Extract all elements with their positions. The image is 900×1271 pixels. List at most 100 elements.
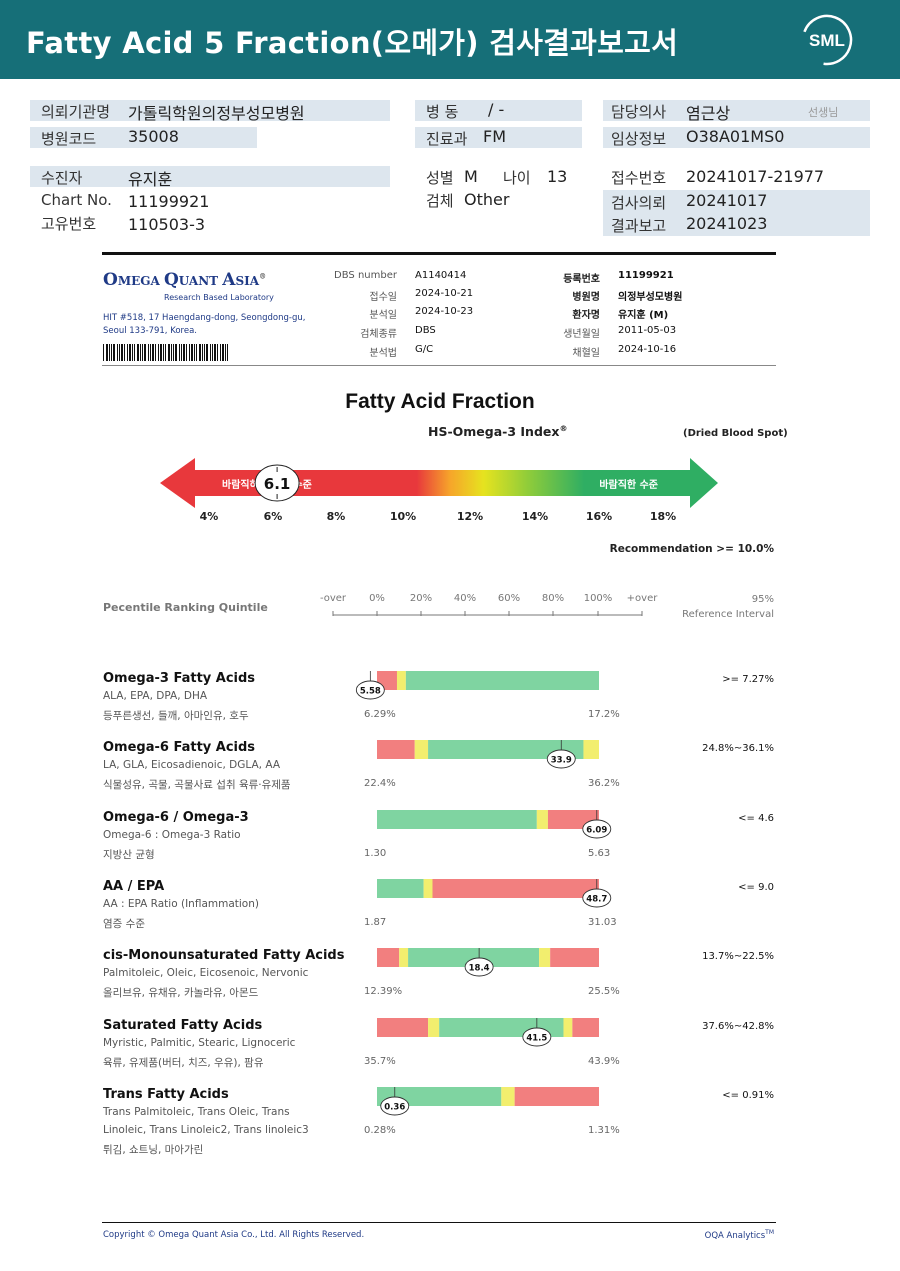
oqa-left-value: 2024-10-21 [415, 288, 474, 299]
clinical-box [603, 127, 870, 148]
sex-label: 성별 [426, 169, 454, 187]
row-high-label: 25.5% [588, 986, 620, 997]
bar-segment [377, 1018, 429, 1037]
row-reference: 24.8%~36.1% [702, 743, 774, 754]
omega3-index-gauge: 바람직하지 않은 수준 바람직한 수준 6.1 [160, 458, 718, 508]
value-marker-label: 18.4 [469, 964, 490, 974]
bar-segment [572, 1018, 599, 1037]
row-reference: <= 0.91% [722, 1090, 774, 1101]
oqa-left-value: DBS [415, 325, 436, 336]
scale-tick-label: 100% [583, 593, 613, 604]
bar-segment [428, 740, 584, 759]
doctor-box [603, 100, 870, 121]
doctor-value: 염근상 [686, 104, 731, 123]
row-subtitle: Myristic, Palmitic, Stearic, Lignoceric [103, 1037, 296, 1049]
inst-value: 가톨릭학원의정부성모병원 [128, 104, 305, 123]
gauge-tick-label: 8% [326, 510, 346, 523]
oqa-left-value: A1140414 [415, 270, 467, 281]
row-low-label: 12.39% [364, 986, 403, 997]
report-label: 결과보고 [611, 217, 667, 235]
oqa-bottom-rule [102, 365, 776, 366]
row-title: AA / EPA [103, 879, 165, 894]
footer-rule [102, 1222, 776, 1223]
bar-segment [423, 879, 433, 898]
bar-segment [377, 879, 424, 898]
scale-tick-label: 80% [541, 593, 565, 604]
index-sample: (Dried Blood Spot) [683, 428, 788, 439]
specimen-value: Other [464, 190, 510, 209]
row-low-label: 35.7% [364, 1056, 396, 1067]
ref-title-2: Reference Interval [682, 609, 774, 620]
patient-box [30, 166, 390, 187]
row-reference: 13.7%~22.5% [702, 951, 774, 962]
bar-segment [432, 879, 599, 898]
bar-segment [377, 810, 537, 829]
bar-segment [377, 740, 415, 759]
uid-label: 고유번호 [41, 215, 97, 233]
row-foods: Linoleic, Trans Linoleic2, Trans linolei… [103, 1124, 309, 1136]
scale-tick-label: 40% [453, 593, 477, 604]
oqa-left-label: 분석일 [369, 310, 397, 321]
row-title: Omega-3 Fatty Acids [103, 671, 256, 686]
row-reference: >= 7.27% [722, 674, 774, 685]
oqa-right-label: 환자명 [572, 310, 600, 321]
receipt-value: 20241017-21977 [686, 167, 825, 186]
gauge-arrow [160, 458, 718, 508]
row-low-label: 22.4% [364, 778, 396, 789]
footer-brand: OQA AnalyticsTM [704, 1229, 774, 1241]
bar-segment [399, 948, 409, 967]
row-title: cis-Monounsaturated Fatty Acids [103, 948, 345, 963]
value-marker: 33.9 [546, 740, 576, 769]
code-label: 병원코드 [41, 130, 97, 148]
uid-value: 110503-3 [128, 215, 206, 234]
oqa-left-label: 분석법 [369, 348, 397, 359]
specimen-label: 검체 [426, 192, 454, 210]
row-low-label: 1.30 [364, 848, 387, 859]
gauge-tick-label: 18% [649, 510, 677, 523]
oqa-right-value: 유지훈 (M) [618, 310, 669, 321]
row-high-label: 5.63 [588, 848, 611, 859]
oqa-left-value: 2024-10-23 [415, 306, 474, 317]
gauge-tick-label: 16% [585, 510, 613, 523]
scale-tick-label: 0% [369, 593, 385, 604]
oqa-right-value: 2011-05-03 [618, 325, 677, 336]
doctor-label: 담당의사 [611, 103, 667, 121]
row-foods: 식물성유, 곡물, 곡물사료 섭취 육류·유제품 [103, 779, 291, 791]
report-title: Fatty Acid 5 Fraction(오메가) 검사결과보고서 [26, 26, 679, 60]
oqa-left-label: 검체종류 [360, 329, 397, 340]
receipt-label: 접수번호 [611, 169, 667, 187]
gauge-marker: 6.1 [254, 464, 300, 502]
ward-label: 병 동 [426, 103, 459, 121]
oqa-left-label: 접수일 [369, 292, 397, 303]
svg-text:SML: SML [809, 31, 845, 50]
gauge-tick-label: 14% [521, 510, 549, 523]
row-bar-chart: 0.36 [377, 1087, 599, 1116]
row-bar-chart: 18.4 [377, 948, 599, 977]
oqa-right-label: 생년월일 [563, 329, 600, 340]
row-high-label: 17.2% [588, 709, 620, 720]
dept-value: FM [483, 127, 507, 146]
scale-tick-label: 20% [409, 593, 433, 604]
row-low-label: 0.28% [364, 1125, 396, 1136]
sex-value: M [464, 167, 478, 186]
patient-label: 수진자 [41, 169, 83, 187]
report-value: 20241023 [686, 214, 768, 233]
bar-segment [377, 948, 400, 967]
bar-segment [536, 810, 548, 829]
section-title: Fatty Acid Fraction [345, 390, 535, 413]
footer-copyright: Copyright © Omega Quant Asia Co., Ltd. A… [103, 1230, 365, 1240]
gauge-tick-label: 6% [263, 510, 283, 523]
age-value: 13 [547, 167, 568, 186]
row-low-label: 1.87 [364, 917, 387, 928]
barcode [103, 344, 228, 361]
clinical-label: 임상정보 [611, 130, 667, 148]
bar-segment [396, 671, 406, 690]
oqa-logo: OMEGA QUANT ASIA® [103, 270, 267, 290]
row-foods: 염증 수준 [103, 918, 145, 930]
clinical-value: O38A01MS0 [686, 127, 785, 146]
row-bar-chart: 6.09 [377, 810, 612, 839]
bar-segment [428, 1018, 440, 1037]
oqa-right-label: 병원명 [572, 292, 600, 303]
oqa-top-rule [102, 252, 776, 255]
row-bar-chart: 48.7 [377, 879, 612, 908]
